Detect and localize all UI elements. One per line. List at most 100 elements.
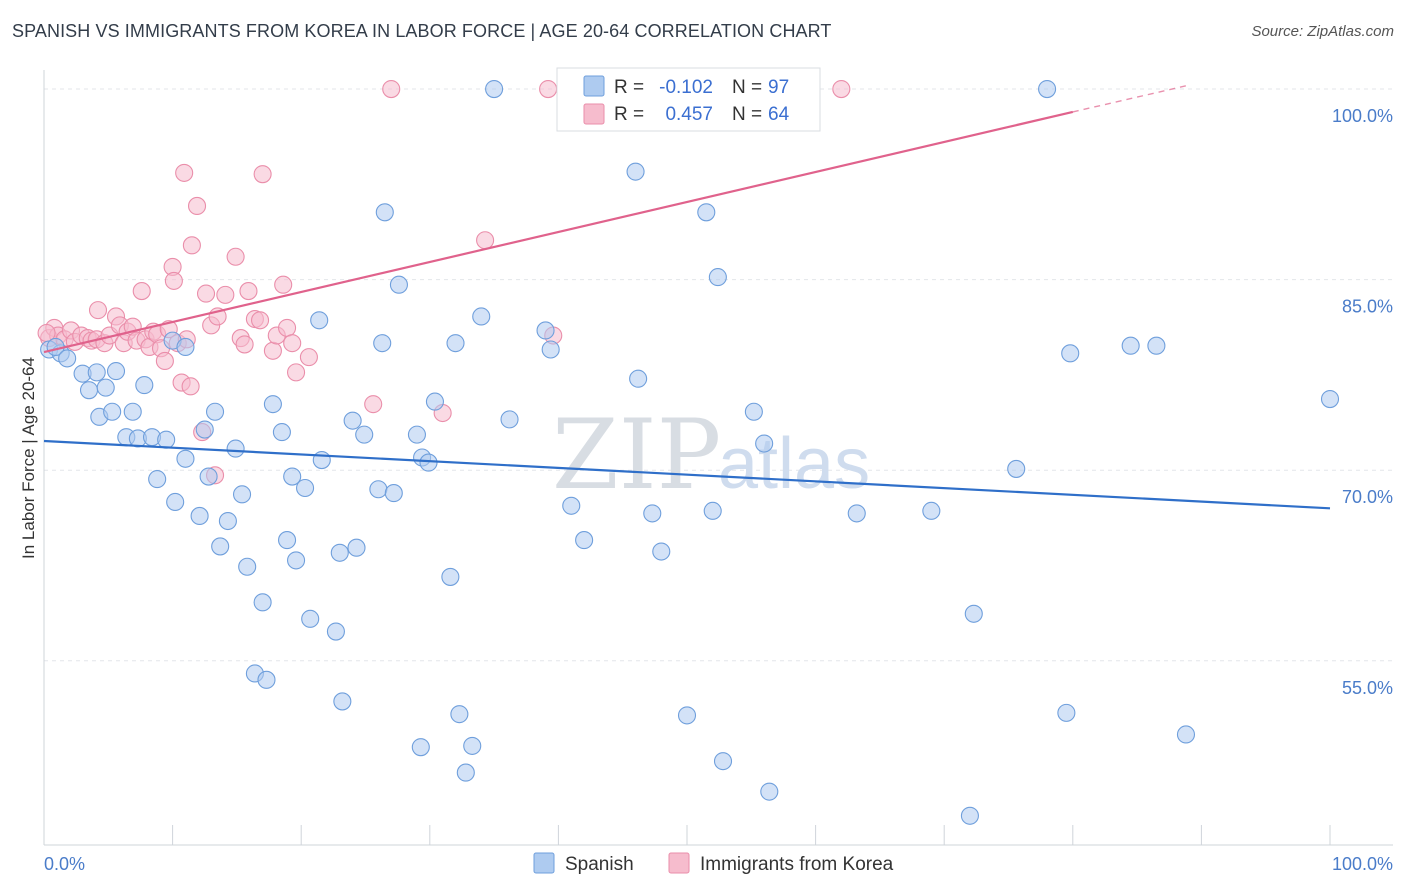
spanish-point: [713, 752, 733, 771]
spanish-point: [472, 307, 491, 326]
spanish-point: [960, 806, 979, 825]
korea-point: [476, 231, 495, 250]
axes: [43, 70, 1393, 846]
spanish-point: [326, 622, 345, 641]
spanish-point: [536, 321, 555, 340]
korea-trendline-extension: [1072, 84, 1189, 113]
spanish-point: [425, 392, 444, 411]
series-spanish: [40, 80, 1340, 825]
spanish-point: [463, 736, 482, 755]
spanish-point: [296, 478, 315, 498]
spanish-point: [755, 434, 774, 453]
spanish-point: [456, 763, 475, 782]
korea-point: [181, 377, 200, 396]
spanish-point: [441, 567, 460, 586]
spanish-point: [744, 402, 763, 421]
spanish-point: [541, 340, 560, 359]
spanish-point: [629, 369, 648, 388]
spanish-point: [643, 504, 662, 523]
spanish-point: [922, 501, 941, 520]
spanish-point: [205, 402, 225, 421]
korea-point: [278, 318, 297, 337]
spanish-point: [1057, 703, 1076, 722]
spanish-point: [176, 337, 195, 357]
spanish-point: [1038, 80, 1057, 99]
spanish-point: [106, 362, 126, 381]
korea-point: [263, 341, 282, 360]
korea-point: [539, 80, 558, 99]
korea-point: [364, 395, 383, 414]
spanish-point: [166, 492, 185, 512]
korea-point: [832, 80, 851, 99]
korea-trendline: [43, 110, 1074, 354]
spanish-point: [411, 738, 430, 757]
spanish-point: [760, 782, 779, 801]
stats-n-label-korea: N =: [732, 104, 762, 125]
korea-point: [299, 348, 318, 367]
spanish-point: [87, 363, 106, 382]
spanish-point: [123, 402, 142, 421]
spanish-point: [278, 531, 297, 550]
legend-label-spanish: Spanish: [565, 854, 634, 875]
spanish-point: [1007, 459, 1026, 478]
trendlines: [43, 84, 1331, 510]
spanish-point: [652, 542, 671, 561]
spanish-point: [272, 423, 291, 442]
spanish-point: [135, 376, 154, 395]
spanish-point: [211, 537, 230, 556]
korea-point: [226, 247, 245, 266]
source-label: Source: ZipAtlas.com: [1251, 23, 1394, 40]
spanish-point: [1320, 390, 1340, 409]
stats-swatch-korea: [583, 103, 605, 125]
korea-point: [88, 301, 108, 320]
y-tick-label-0: 55.0%: [1342, 678, 1393, 698]
spanish-point: [103, 402, 122, 421]
spanish-point: [419, 453, 438, 472]
spanish-point: [330, 543, 349, 562]
spanish-point: [500, 410, 519, 429]
y-axis-label: In Labor Force | Age 20-64: [19, 357, 38, 559]
korea-point: [287, 363, 306, 382]
spanish-point: [575, 531, 594, 550]
spanish-point: [562, 496, 581, 515]
y-tick-labels: 55.0% 70.0% 85.0% 100.0%: [1332, 106, 1393, 698]
korea-point: [250, 311, 270, 330]
stats-r-label-spanish: R =: [614, 77, 644, 98]
chart-title: SPANISH VS IMMIGRANTS FROM KOREA IN LABO…: [12, 21, 832, 41]
spanish-point: [1147, 336, 1166, 355]
korea-point: [175, 163, 194, 182]
spanish-point: [226, 439, 245, 458]
korea-point: [132, 282, 151, 301]
spanish-point: [199, 467, 218, 486]
spanish-point: [1121, 336, 1140, 355]
spanish-point: [703, 501, 722, 520]
spanish-point: [157, 430, 176, 449]
spanish-point: [253, 593, 272, 612]
korea-point: [239, 282, 258, 301]
spanish-point: [1061, 344, 1080, 363]
spanish-point: [626, 162, 645, 181]
y-tick-label-3: 100.0%: [1332, 106, 1393, 126]
legend: Spanish Immigrants from Korea: [533, 852, 894, 875]
watermark-atlas: atlas: [718, 424, 870, 504]
spanish-trendline: [43, 439, 1331, 510]
korea-point: [196, 284, 216, 303]
spanish-point: [347, 538, 366, 557]
spanish-point: [446, 334, 465, 353]
spanish-point: [355, 425, 374, 444]
korea-point: [182, 236, 201, 255]
y-tick-label-1: 70.0%: [1342, 487, 1393, 507]
korea-point: [187, 196, 207, 215]
spanish-point: [375, 203, 394, 222]
spanish-point: [148, 470, 167, 489]
spanish-point: [343, 411, 362, 430]
stats-box: R = -0.102 N = 97 R = 0.457 N = 64: [556, 67, 821, 132]
spanish-point: [96, 378, 115, 397]
spanish-point: [283, 467, 302, 486]
spanish-point: [257, 670, 276, 689]
spanish-point: [287, 551, 306, 570]
watermark: ZIP atlas: [552, 399, 870, 511]
spanish-point: [847, 504, 866, 523]
spanish-point: [389, 275, 408, 294]
spanish-point: [310, 311, 329, 330]
